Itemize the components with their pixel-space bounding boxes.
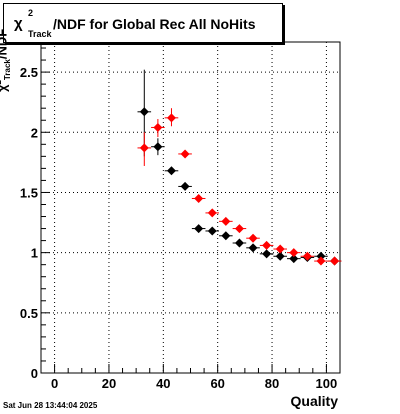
data-point (194, 193, 204, 203)
y-title-subscript: Track (2, 59, 12, 81)
data-point (234, 224, 244, 234)
data-point (289, 254, 299, 264)
data-point (139, 107, 149, 117)
data-point (153, 122, 163, 132)
plot-frame (40, 41, 341, 374)
data-point (275, 251, 285, 261)
data-point (262, 240, 272, 250)
data-point (302, 251, 312, 261)
chart-title: /NDF for Global Rec All NoHits (53, 16, 256, 32)
title-superscript: 2 (28, 8, 34, 18)
title-chi: χ (14, 15, 23, 32)
data-point (316, 256, 326, 266)
x-tick-label: 60 (210, 376, 224, 391)
x-tick-label: 0 (51, 376, 58, 391)
data-point (180, 149, 190, 159)
y-title-rest: /NDF (0, 28, 10, 60)
y-tick-label: 0.5 (20, 306, 38, 321)
grid (41, 42, 340, 374)
y-tick-label: 2 (31, 125, 38, 140)
data-point (275, 244, 285, 254)
data-point (248, 243, 258, 253)
timestamp: Sat Jun 28 13:44:04 2025 (3, 401, 98, 410)
x-tick-label: 20 (102, 376, 116, 391)
y-title-superscript: 2 (0, 80, 3, 84)
data-point (221, 216, 231, 226)
data-point (262, 249, 272, 259)
title-subscript: Track (28, 29, 52, 39)
y-tick-label: 1 (31, 246, 38, 261)
data-point (166, 166, 176, 176)
data-point (139, 143, 149, 153)
data-point (234, 238, 244, 248)
data-point (330, 256, 340, 266)
axes: 0 20 40 60 80 100 0 0.5 1 1.5 2 2.5 (20, 47, 341, 391)
y-tick-label: 1.5 (20, 185, 38, 200)
data-point (166, 113, 176, 123)
data-point (180, 181, 190, 191)
data-point (194, 224, 204, 234)
data-point (289, 248, 299, 258)
x-tick-label: 100 (316, 376, 338, 391)
x-axis-title: Quality (290, 393, 338, 409)
data-series (137, 69, 342, 266)
data-point (221, 231, 231, 241)
chart-title-box: χ 2 Track /NDF for Global Rec All NoHits (3, 3, 283, 43)
data-point (153, 142, 163, 152)
y-tick-label: 0 (31, 366, 38, 381)
x-tick-label: 40 (156, 376, 170, 391)
data-point (207, 208, 217, 218)
x-tick-label: 80 (265, 376, 279, 391)
y-tick-label: 2.5 (20, 65, 38, 80)
data-point (248, 233, 258, 243)
data-point (316, 251, 326, 261)
y-title-chi: χ (0, 85, 9, 92)
data-point (207, 226, 217, 236)
